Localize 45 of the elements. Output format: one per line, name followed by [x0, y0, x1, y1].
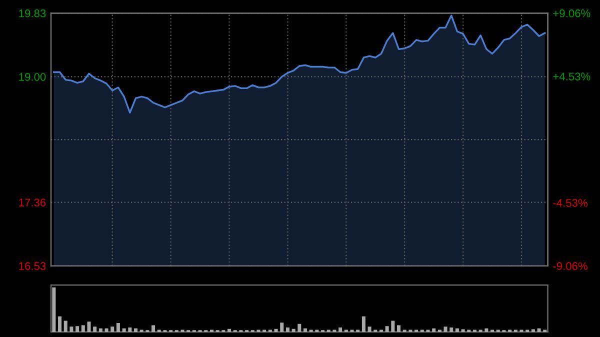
- bar: [461, 329, 465, 332]
- bar: [391, 320, 395, 332]
- bar: [122, 328, 126, 332]
- bar: [152, 325, 156, 332]
- bar: [484, 328, 488, 332]
- bar: [455, 328, 459, 332]
- y-tick-label: 17.36: [19, 198, 46, 206]
- bar: [362, 316, 366, 332]
- bar: [98, 328, 102, 332]
- bar: [70, 326, 74, 332]
- bar: [286, 327, 290, 332]
- bar: [385, 326, 389, 332]
- bar: [432, 328, 436, 332]
- bar: [110, 326, 114, 332]
- bar: [280, 322, 284, 332]
- bar: [104, 328, 108, 332]
- y-tick-label: 16.53: [19, 262, 46, 270]
- bar: [397, 325, 401, 332]
- y2-tick-label: +4.53%: [553, 72, 590, 80]
- bar: [228, 328, 232, 332]
- bar: [58, 316, 62, 332]
- y-tick-label: 19.83: [19, 9, 46, 18]
- y2-tick-label: +9.06%: [553, 9, 590, 18]
- y2-tick-label: -9.06%: [553, 262, 588, 270]
- bar: [303, 328, 307, 332]
- bar: [81, 325, 85, 332]
- bar: [537, 328, 541, 332]
- y-tick-label: 19.00: [19, 72, 46, 81]
- bar: [292, 328, 296, 332]
- bar: [274, 328, 278, 332]
- bar: [531, 329, 535, 332]
- y2-tick-label: -4.53%: [553, 198, 588, 207]
- bar: [450, 327, 454, 332]
- bar: [93, 326, 97, 332]
- bar: [338, 327, 342, 332]
- bar: [87, 322, 91, 332]
- bar: [134, 328, 138, 332]
- bar: [298, 324, 302, 332]
- bar: [116, 323, 120, 332]
- bar: [64, 320, 68, 332]
- bar: [444, 326, 448, 332]
- bar: [76, 326, 80, 332]
- bar: [52, 287, 56, 332]
- bar: [128, 327, 132, 332]
- bar: [368, 326, 372, 332]
